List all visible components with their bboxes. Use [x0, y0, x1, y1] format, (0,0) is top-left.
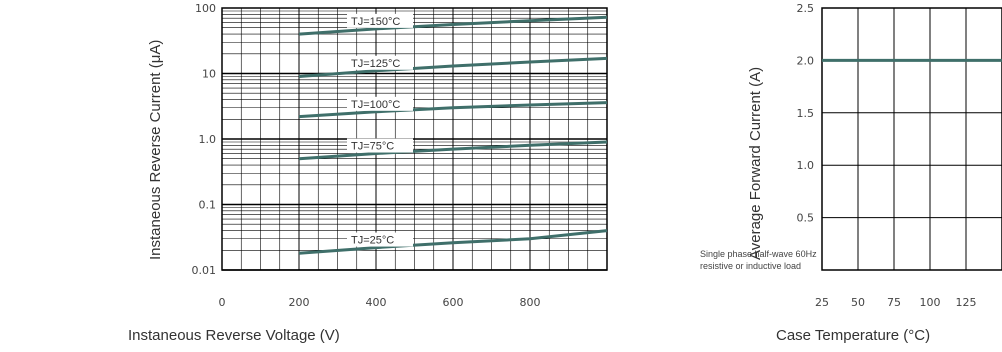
left-y-tick-label: 100	[195, 2, 216, 15]
left-series-label-bg-0	[347, 13, 413, 28]
right-y-tick-label: 1.0	[797, 159, 815, 172]
test-condition-line-2: resistive or inductive load	[700, 261, 801, 271]
left-y-tick-label: 10	[202, 68, 216, 81]
left-y-axis-label: Instaneous Reverse Current (μA)	[147, 40, 164, 260]
left-series-label-bg-1	[347, 55, 413, 70]
right-x-tick-label: 125	[956, 296, 977, 309]
left-series-label-2: TJ=100°C	[351, 99, 400, 111]
left-x-tick-label: 800	[520, 296, 541, 309]
reverse-current-chart: TJ=150°C TJ=125°C TJ=100°C TJ=75°C TJ=25°C 0…	[128, 2, 608, 344]
left-series-line-3	[298, 140, 608, 161]
left-series-line-0	[298, 15, 608, 36]
left-series-line-1	[298, 56, 608, 78]
right-y-tick-label: 2.0	[797, 54, 815, 67]
right-y-tick-label: 0.5	[797, 212, 815, 225]
left-x-tick-label: 600	[443, 296, 464, 309]
left-series-label-bg-3	[347, 138, 413, 153]
left-series-label-4: TJ=25°C	[351, 235, 394, 247]
left-series-label-0: TJ=150°C	[351, 16, 400, 28]
left-series-label-3: TJ=75°C	[351, 141, 394, 153]
left-x-axis-label: Instaneous Reverse Voltage (V)	[128, 327, 340, 344]
left-series-label-bg-4	[347, 232, 413, 247]
left-series-line-4	[298, 229, 608, 255]
right-x-axis-label: Case Temperature (°C)	[776, 327, 930, 344]
left-series-group: TJ=150°C TJ=125°C TJ=100°C TJ=75°C TJ=25°C	[298, 13, 608, 255]
left-x-tick-label: 400	[366, 296, 387, 309]
left-series-line-2	[298, 101, 608, 119]
test-condition-line-1: Single phase half-wave 60Hz	[700, 249, 817, 259]
left-x-tick-label: 0	[219, 296, 226, 309]
right-x-tick-label: 75	[887, 296, 901, 309]
right-y-tick-label: 2.5	[797, 2, 815, 15]
left-grid	[222, 8, 607, 271]
left-x-tick-label: 200	[289, 296, 310, 309]
right-plot-area	[821, 7, 1002, 271]
right-grid	[822, 8, 1002, 270]
right-ticks: 0.5 1.0 1.5 2.0 2.5 25 50 75 100 125	[797, 2, 977, 309]
forward-current-derating-chart: 0.5 1.0 1.5 2.0 2.5 25 50 75 100 125 Single phase…	[700, 2, 1002, 344]
left-ticks: 0.01 0.1 1.0 10 100 0 200 400 600 800	[192, 2, 541, 309]
right-y-axis-label: Average Forward Current (A)	[747, 67, 764, 260]
right-x-tick-label: 100	[920, 296, 941, 309]
right-x-tick-label: 50	[851, 296, 865, 309]
left-y-tick-label: 0.01	[192, 264, 217, 277]
left-y-tick-label: 0.1	[199, 199, 217, 212]
left-series-label-1: TJ=125°C	[351, 58, 400, 70]
left-y-tick-label: 1.0	[199, 133, 217, 146]
right-y-tick-label: 1.5	[797, 107, 815, 120]
left-series-label-bg-2	[347, 96, 413, 111]
right-x-tick-label: 25	[815, 296, 829, 309]
